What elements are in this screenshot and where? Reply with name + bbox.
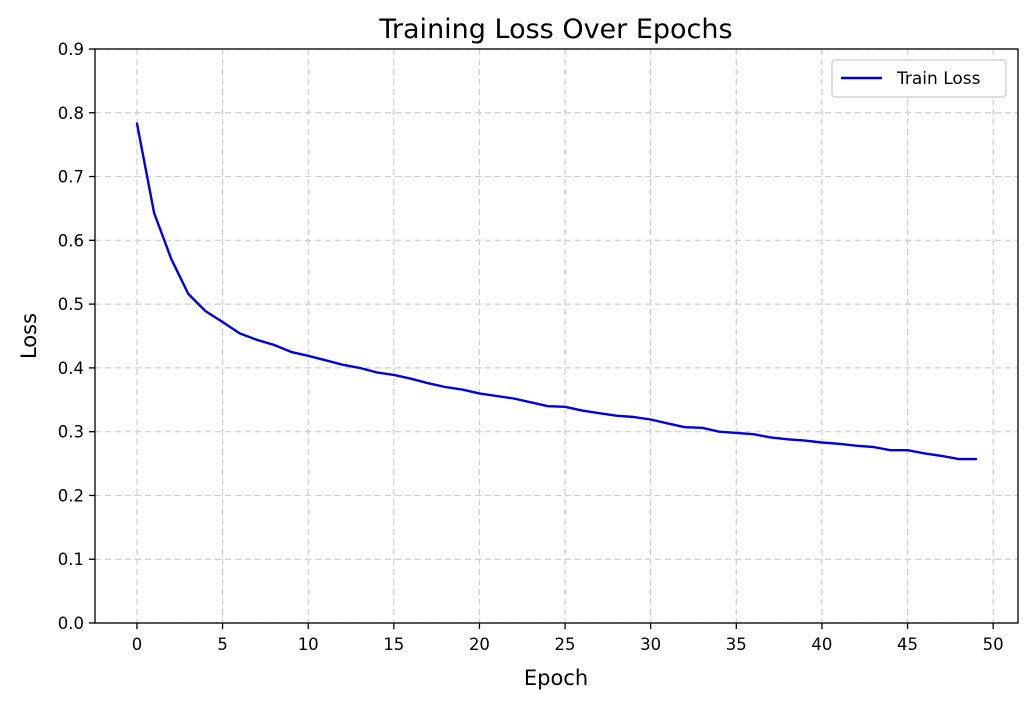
x-tick-label: 35 [726, 635, 747, 654]
x-tick-label: 0 [132, 635, 143, 654]
y-tick-label: 0.8 [58, 104, 84, 123]
axis-ticks: 0 5 10 15 20 25 30 35 40 45 50 0.0 0.1 0.2 0.3 0.4 0.5 0.… [58, 40, 1004, 654]
y-tick-label: 0.0 [58, 614, 84, 633]
y-tick-label: 0.6 [58, 231, 84, 250]
x-axis-label: Epoch [524, 666, 588, 690]
series-layer [135, 122, 978, 461]
x-tick-label: 15 [383, 635, 404, 654]
x-tick-label: 40 [811, 635, 832, 654]
y-tick-label: 0.3 [58, 423, 84, 442]
y-tick-label: 0.9 [58, 40, 84, 59]
y-tick-label: 0.2 [58, 486, 84, 505]
y-axis-label: Loss [17, 313, 41, 359]
legend-box [831, 59, 1007, 98]
x-tick-label: 20 [469, 635, 490, 654]
legend: Train Loss [831, 59, 1007, 98]
legend-label-train-loss: Train Loss [896, 69, 981, 89]
x-tick-label: 5 [217, 635, 228, 654]
y-tick-label: 0.7 [58, 168, 84, 187]
x-tick-label: 30 [640, 635, 661, 654]
chart-title: Training Loss Over Epochs [378, 14, 732, 45]
plot-frame [94, 48, 1019, 624]
series-line-train-loss [135, 122, 978, 461]
y-tick-label: 0.4 [58, 359, 84, 378]
x-tick-label: 45 [897, 635, 918, 654]
x-tick-label: 10 [298, 635, 319, 654]
y-tick-label: 0.1 [58, 550, 84, 569]
y-tick-label: 0.5 [58, 295, 84, 314]
x-tick-label: 25 [555, 635, 576, 654]
x-tick-label: 50 [983, 635, 1004, 654]
